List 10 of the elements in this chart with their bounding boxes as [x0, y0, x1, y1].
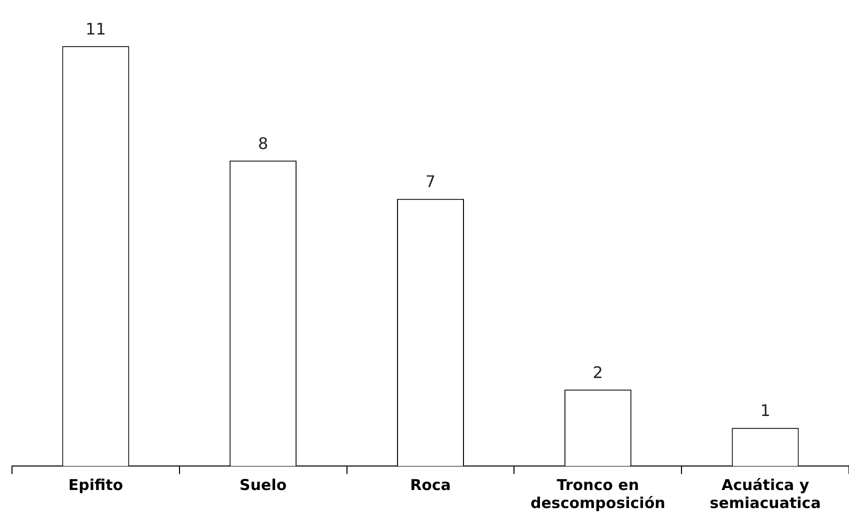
data-label: 1 [760, 400, 770, 420]
data-label: 11 [86, 19, 106, 38]
x-tick-label: Epifito [68, 476, 124, 494]
x-tick-label: Tronco en descomposición [530, 476, 666, 512]
data-label: 7 [425, 172, 436, 191]
data-label: 2 [592, 362, 603, 382]
x-tick-label: Roca [410, 476, 451, 494]
data-label: 8 [258, 134, 268, 153]
x-tick-label: Acuática y semiacuatica [710, 476, 821, 512]
x-tick-label: Suelo [240, 476, 287, 494]
